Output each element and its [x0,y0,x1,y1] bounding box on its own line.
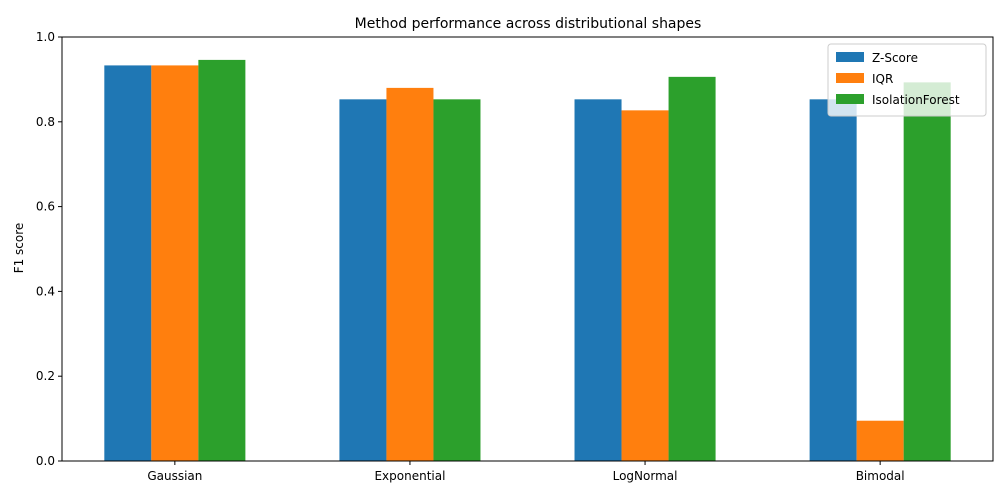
x-tick-label: Bimodal [856,469,905,483]
legend-swatch [836,94,864,104]
x-tick-label: LogNormal [613,469,678,483]
bar-iqr-bimodal [856,420,904,461]
x-tick-label: Exponential [374,469,445,483]
bar-z-score-bimodal [809,99,857,461]
chart-title: Method performance across distributional… [355,16,702,32]
y-tick-label: 0.8 [36,115,55,129]
legend-label: Z-Score [872,51,918,65]
bar-z-score-exponential [339,99,387,461]
bar-iqr-lognormal [621,110,669,462]
bar-isolationforest-exponential [433,99,481,461]
bar-isolationforest-lognormal [668,76,716,461]
bar-z-score-gaussian [104,65,152,462]
y-tick-label: 0.2 [36,369,55,383]
y-axis-label: F1 score [12,223,26,274]
legend-label: IQR [872,72,893,86]
bar-z-score-lognormal [574,99,622,461]
bar-isolationforest-gaussian [198,59,246,462]
bar-iqr-gaussian [151,65,199,462]
bar-iqr-exponential [386,87,434,461]
legend-box [827,43,987,117]
y-tick-label: 1.0 [36,30,55,44]
bar-isolationforest-bimodal [903,82,951,462]
y-tick-label: 0.0 [36,454,55,468]
legend-swatch [836,52,864,62]
plot-frame [61,36,994,462]
y-tick-label: 0.4 [36,284,55,298]
legend-label: IsolationForest [872,93,960,107]
x-tick-label: Gaussian [147,469,202,483]
legend: Z-Score IQR IsolationForest [827,43,987,117]
y-tick-label: 0.6 [36,200,55,214]
legend-swatch [836,73,864,83]
